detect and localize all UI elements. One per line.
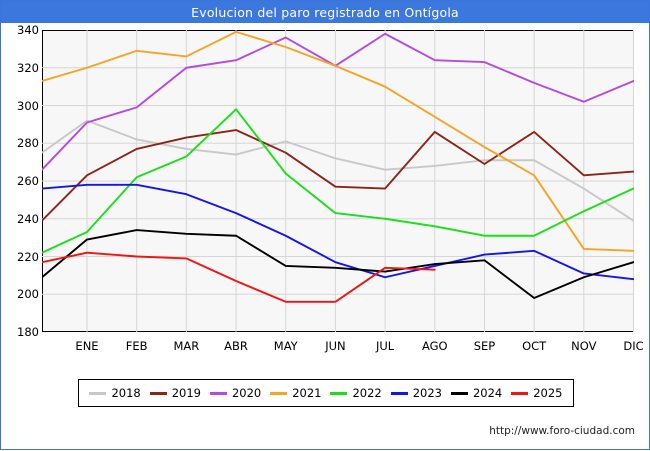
legend-swatch-2024	[450, 391, 468, 395]
legend-item-2022[interactable]: 2022	[326, 386, 386, 400]
x-tick-label-abr: ABR	[224, 339, 248, 353]
plot-area	[42, 30, 634, 332]
legend-label-2021: 2021	[292, 386, 322, 400]
x-axis: ENE FEB MAR ABR MAY JUN JUL AGO SEP OCT NOV DIC	[1, 335, 650, 353]
y-tick-label: 200	[17, 287, 39, 302]
legend-swatch-2022	[330, 391, 348, 395]
series-line-2025	[42, 251, 436, 303]
legend-item-2023[interactable]: 2023	[386, 386, 446, 400]
y-axis: 180 200 220 240 260 280 300 320 340	[1, 1, 39, 451]
y-tick-label: 340	[17, 23, 39, 37]
x-tick-label-ago: AGO	[421, 339, 448, 353]
source-url: http://www.foro-ciudad.com	[1, 425, 649, 437]
legend-label-2018: 2018	[111, 386, 141, 400]
x-tick-label-jun: JUN	[325, 339, 346, 353]
legend-swatch-2023	[390, 391, 408, 395]
y-tick-label: 280	[17, 136, 39, 151]
y-tick-label: 240	[17, 211, 39, 226]
legend-item-2024[interactable]: 2024	[447, 386, 507, 400]
x-tick-label-sep: SEP	[473, 339, 496, 353]
legend-swatch-2018	[89, 391, 107, 395]
x-tick-label-dic: DIC	[623, 339, 644, 353]
legend-item-2021[interactable]: 2021	[266, 386, 326, 400]
legend-label-2024: 2024	[472, 386, 503, 400]
legend-label-2022: 2022	[352, 386, 382, 400]
x-tick-label-feb: FEB	[125, 339, 148, 353]
chart-legend: 2018 2019 2020 2021 2022 2023 2024 2025	[78, 379, 574, 407]
x-tick-label-mar: MAR	[173, 339, 200, 353]
series-line-2018	[42, 119, 634, 222]
window-title-bar: Evolucion del paro registrado en Ontígol…	[1, 1, 649, 23]
page-title: Evolucion del paro registrado en Ontígol…	[191, 4, 459, 20]
legend-label-2019: 2019	[171, 386, 202, 400]
x-tick-label-jul: JUL	[375, 339, 395, 353]
series-line-2020	[42, 32, 634, 171]
x-tick-label-ene: ENE	[75, 339, 99, 353]
x-tick-label-may: MAY	[273, 339, 298, 353]
y-tick-label: 300	[17, 98, 39, 113]
legend-item-2025[interactable]: 2025	[507, 386, 567, 400]
legend-swatch-2025	[511, 391, 529, 395]
series-line-2023	[42, 183, 634, 281]
series-line-2022	[42, 108, 634, 254]
footer-link-text: http://www.foro-ciudad.com	[489, 425, 635, 437]
legend-item-2020[interactable]: 2020	[206, 386, 266, 400]
legend-item-2018[interactable]: 2018	[85, 386, 145, 400]
legend-swatch-2021	[270, 391, 288, 395]
legend-label-2020: 2020	[231, 386, 262, 400]
series-lines	[42, 30, 634, 303]
legend-item-2019[interactable]: 2019	[145, 386, 205, 400]
x-tick-label-nov: NOV	[571, 339, 597, 353]
series-line-2024	[42, 229, 634, 299]
legend-swatch-2020	[209, 391, 227, 395]
y-tick-label: 220	[17, 249, 39, 264]
legend-label-2023: 2023	[412, 386, 443, 400]
y-tick-label: 260	[17, 174, 39, 188]
legend-label-2025: 2025	[533, 386, 563, 400]
y-tick-label: 180	[17, 325, 39, 339]
series-line-2021	[42, 30, 634, 252]
series-line-2019	[42, 129, 634, 222]
y-tick-label: 320	[17, 60, 39, 75]
x-tick-label-oct: OCT	[522, 339, 547, 353]
legend-swatch-2019	[149, 391, 167, 395]
